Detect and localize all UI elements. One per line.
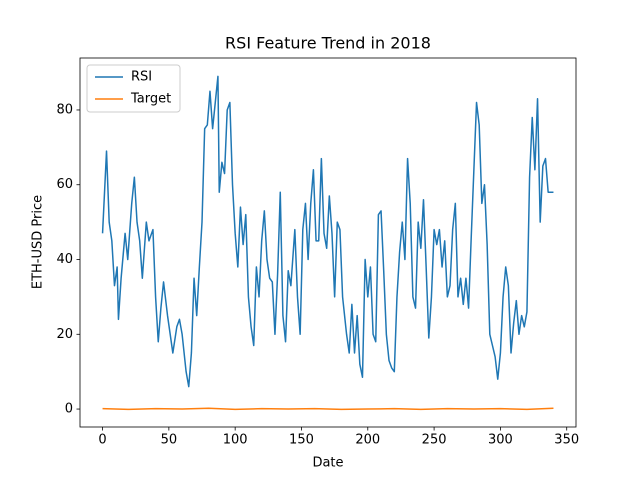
x-axis-label: Date (312, 456, 343, 471)
y-tick-label: 40 (56, 252, 73, 267)
data-line (101, 75, 554, 388)
y-tick-label: 0 (65, 402, 73, 417)
x-tick-label: 50 (161, 433, 178, 448)
y-tick-label: 20 (56, 327, 73, 342)
legend-label: Target (130, 92, 171, 107)
x-tick-label: 200 (355, 433, 380, 448)
x-tick-label: 100 (223, 433, 248, 448)
plot-frame (79, 57, 577, 428)
x-tick-label: 250 (422, 433, 447, 448)
x-tick-label: 150 (289, 433, 314, 448)
y-tick-label: 60 (56, 177, 73, 192)
x-tick-label: 0 (98, 433, 106, 448)
x-tick-label: 300 (488, 433, 513, 448)
legend-label: RSI (131, 70, 152, 85)
y-axis-label: ETH-USD Price (31, 195, 46, 289)
x-tick-label: 350 (554, 433, 579, 448)
chart-title: RSI Feature Trend in 2018 (225, 34, 431, 53)
y-tick-label: 80 (56, 102, 73, 117)
data-line (102, 407, 554, 411)
